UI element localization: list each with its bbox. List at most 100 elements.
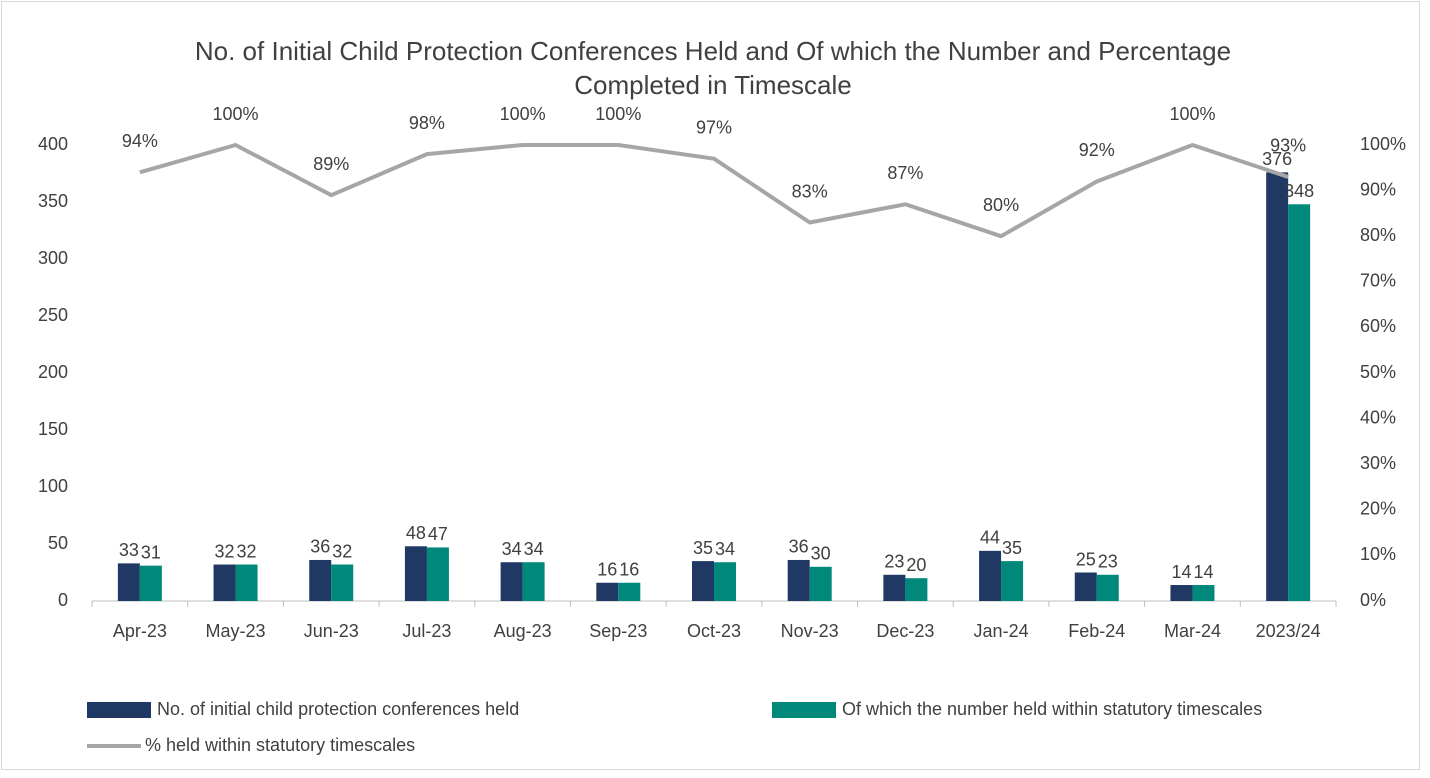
- bar: [787, 559, 810, 601]
- bar: [331, 564, 354, 601]
- bar-value-label: 33: [119, 540, 139, 560]
- x-tick-label: Jul-23: [402, 621, 451, 641]
- y2-tick-label: 60%: [1360, 316, 1396, 336]
- line-value-label: 100%: [213, 104, 259, 124]
- legend-swatch: [772, 702, 836, 718]
- bar: [618, 582, 641, 601]
- bar-value-label: 25: [1076, 549, 1096, 569]
- bar-value-label: 23: [1098, 552, 1118, 572]
- bar: [426, 547, 449, 601]
- bar-value-label: 16: [597, 560, 617, 580]
- line-value-label: 87%: [887, 163, 923, 183]
- x-tick-label: Apr-23: [113, 621, 167, 641]
- bar-value-label: 44: [980, 528, 1000, 548]
- x-tick-label: Feb-24: [1068, 621, 1125, 641]
- line-value-label: 94%: [122, 131, 158, 151]
- bar-value-label: 35: [693, 538, 713, 558]
- bar: [979, 550, 1002, 601]
- y2-tick-label: 90%: [1360, 179, 1396, 199]
- bar: [522, 562, 545, 601]
- bar: [596, 582, 619, 601]
- line-value-label: 89%: [313, 154, 349, 174]
- y2-tick-label: 10%: [1360, 544, 1396, 564]
- bar: [1266, 172, 1289, 602]
- bar-value-label: 14: [1171, 562, 1191, 582]
- bar-value-label: 348: [1284, 181, 1314, 201]
- bar: [714, 562, 736, 601]
- legend-label: % held within statutory timescales: [145, 735, 415, 755]
- bar: [117, 563, 140, 601]
- x-tick-label: Jan-24: [974, 621, 1029, 641]
- bar: [883, 574, 906, 601]
- y2-tick-label: 80%: [1360, 225, 1396, 245]
- bar-value-label: 23: [884, 552, 904, 572]
- bar: [213, 564, 236, 601]
- bar-value-label: 30: [811, 544, 831, 564]
- y2-tick-label: 20%: [1360, 499, 1396, 519]
- x-tick-label: Dec-23: [876, 621, 934, 641]
- y2-tick-label: 70%: [1360, 271, 1396, 291]
- chart-title: No. of Initial Child Protection Conferen…: [194, 36, 1232, 100]
- bar: [309, 559, 332, 601]
- legend-swatch: [87, 702, 151, 718]
- y-tick-label: 50: [48, 533, 68, 553]
- line-value-label: 98%: [409, 113, 445, 133]
- x-tick-label: Oct-23: [687, 621, 741, 641]
- bar: [1096, 574, 1119, 601]
- y-tick-label: 200: [38, 362, 68, 382]
- bar: [1288, 204, 1311, 601]
- line-value-label: 100%: [595, 104, 641, 124]
- bar-value-label: 36: [310, 537, 330, 557]
- bar-value-label: 32: [332, 541, 352, 561]
- bar: [809, 566, 832, 601]
- bar: [500, 562, 523, 601]
- bar: [1001, 561, 1024, 601]
- bar-value-label: 34: [715, 539, 735, 559]
- x-tick-label: Jun-23: [304, 621, 359, 641]
- bar: [404, 546, 427, 601]
- bar: [1192, 585, 1215, 601]
- legend-label: Of which the number held within statutor…: [842, 699, 1262, 719]
- y2-tick-label: 50%: [1360, 362, 1396, 382]
- y2-tick-label: 30%: [1360, 453, 1396, 473]
- bar-value-label: 34: [502, 539, 522, 559]
- line-value-label: 83%: [792, 181, 828, 201]
- x-tick-label: Nov-23: [781, 621, 839, 641]
- bar-value-label: 31: [141, 542, 161, 562]
- line-value-label: 97%: [696, 117, 732, 137]
- y2-tick-label: 0%: [1360, 590, 1386, 610]
- bar-value-label: 47: [428, 524, 448, 544]
- x-tick-label: May-23: [206, 621, 266, 641]
- x-tick-label: Aug-23: [494, 621, 552, 641]
- line-value-label: 93%: [1270, 136, 1306, 156]
- bar-value-label: 376: [1262, 149, 1292, 169]
- y-tick-label: 0: [58, 590, 68, 610]
- y-tick-label: 100: [38, 476, 68, 496]
- x-tick-label: 2023/24: [1256, 621, 1321, 641]
- y-tick-label: 400: [38, 134, 68, 154]
- bar: [235, 564, 258, 601]
- bar-value-label: 48: [406, 523, 426, 543]
- bar-value-label: 16: [619, 560, 639, 580]
- line-value-label: 100%: [1169, 104, 1215, 124]
- x-tick-label: Sep-23: [589, 621, 647, 641]
- legend-label: No. of initial child protection conferen…: [157, 699, 519, 719]
- y-tick-label: 150: [38, 419, 68, 439]
- bar-value-label: 36: [789, 537, 809, 557]
- bar: [692, 561, 714, 601]
- line: [139, 143, 1289, 239]
- bar-value-label: 14: [1193, 562, 1213, 582]
- bar-value-label: 32: [215, 541, 235, 561]
- bar: [905, 578, 928, 601]
- y2-tick-label: 100%: [1360, 134, 1406, 154]
- y-tick-label: 250: [38, 305, 68, 325]
- bar: [1170, 585, 1193, 601]
- bar-value-label: 35: [1002, 538, 1022, 558]
- bar-value-label: 34: [524, 539, 544, 559]
- y-tick-label: 350: [38, 191, 68, 211]
- line-value-label: 100%: [500, 104, 546, 124]
- line-value-label: 92%: [1079, 140, 1115, 160]
